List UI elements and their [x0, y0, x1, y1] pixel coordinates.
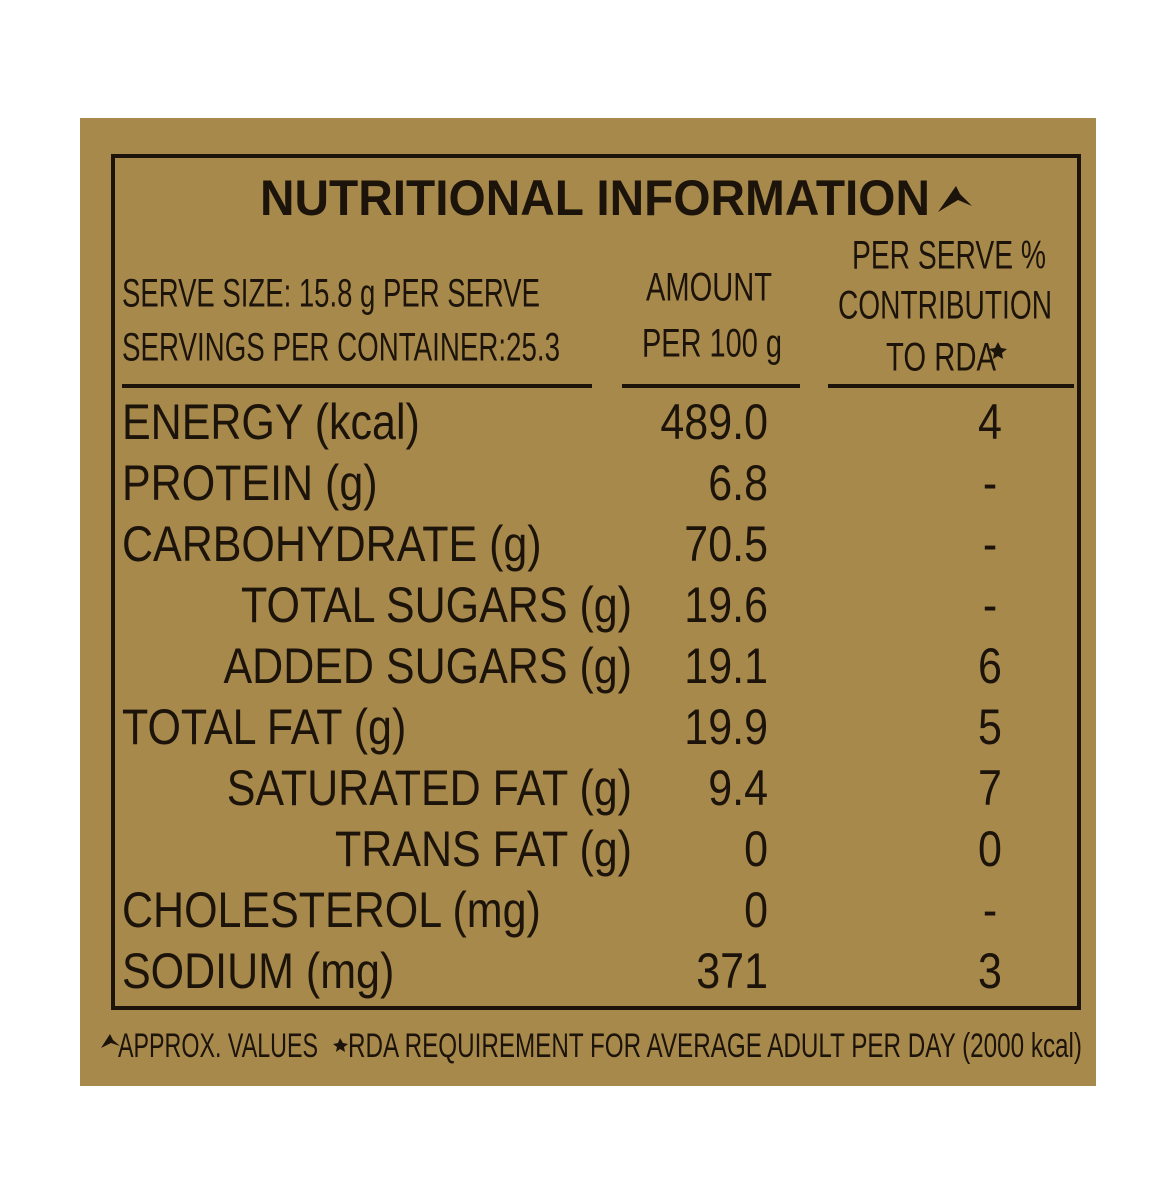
rda-value: 3: [978, 943, 1002, 999]
amount: 9.4: [708, 760, 768, 816]
footnote: RDA REQUIREMENT FOR AVERAGE ADULT PER DA…: [348, 1027, 1082, 1065]
title: NUTRITIONAL INFORMATION: [260, 170, 930, 226]
rda-value: 7: [978, 760, 1002, 816]
frame: [111, 154, 1081, 1010]
amount-heading: AMOUNT: [646, 266, 772, 310]
nutrient: ENERGY (kcal): [122, 394, 420, 450]
amount: 371: [696, 943, 768, 999]
nutrient: CHOLESTEROL (mg): [122, 882, 541, 938]
rda-heading: PER SERVE %: [852, 234, 1046, 278]
panel: [80, 118, 1096, 1086]
nutrient: ADDED SUGARS (g): [223, 638, 632, 694]
nutrient: CARBOHYDRATE (g): [122, 516, 542, 572]
rda-value: 6: [978, 638, 1002, 694]
rda-value: -: [983, 577, 997, 633]
rda-value: 4: [978, 394, 1002, 450]
rda-value: -: [983, 882, 997, 938]
rda-value: -: [983, 516, 997, 572]
servings: SERVINGS PER CONTAINER:25.3: [122, 326, 560, 370]
approx-mark: [101, 1034, 120, 1048]
nutrient: TOTAL SUGARS (g): [241, 577, 632, 633]
nutrient: TOTAL FAT (g): [122, 699, 406, 755]
amount: 6.8: [708, 455, 768, 511]
amount: 19.6: [684, 577, 768, 633]
nutrient: SODIUM (mg): [122, 943, 394, 999]
rda-value: 5: [978, 699, 1002, 755]
amount: 19.1: [684, 638, 768, 694]
rda-value: 0: [978, 821, 1002, 877]
serve-size: SERVE SIZE: 15.8 g PER SERVE: [122, 272, 540, 316]
amount: 0: [744, 882, 768, 938]
nutrient: PROTEIN (g): [122, 455, 378, 511]
amount-heading: PER 100 g: [642, 322, 782, 366]
nutrient: SATURATED FAT (g): [227, 760, 632, 816]
rda-heading: CONTRIBUTION: [838, 284, 1052, 328]
approx-mark: [938, 186, 972, 212]
amount: 489.0: [660, 394, 768, 450]
rda-mark: [989, 342, 1007, 359]
rda-mark: [333, 1038, 348, 1052]
amount: 19.9: [684, 699, 768, 755]
nutrient: TRANS FAT (g): [335, 821, 632, 877]
amount: 70.5: [684, 516, 768, 572]
amount: 0: [744, 821, 768, 877]
footnote: APPROX. VALUES: [118, 1027, 318, 1065]
rda-heading: TO RDA: [886, 336, 996, 380]
rda-value: -: [983, 455, 997, 511]
